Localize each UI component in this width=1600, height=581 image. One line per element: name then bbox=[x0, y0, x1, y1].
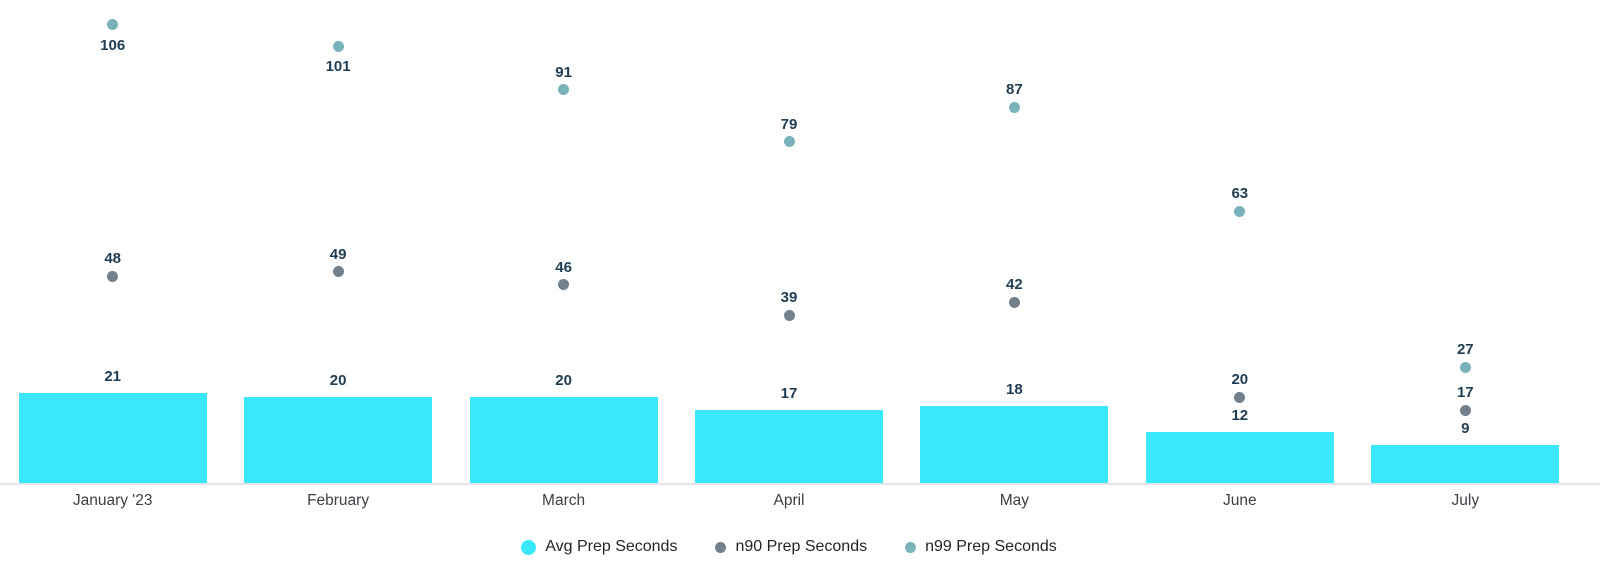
n90-dot[interactable] bbox=[332, 266, 344, 278]
n99-dot[interactable] bbox=[1459, 361, 1471, 373]
legend-marker-icon bbox=[715, 541, 727, 553]
n99-value-label: 79 bbox=[780, 115, 798, 133]
n99-value-label: 87 bbox=[1006, 81, 1023, 98]
x-axis-label: May bbox=[999, 492, 1030, 509]
n90-value-label: 17 bbox=[1456, 384, 1474, 402]
n90-value-label: 49 bbox=[329, 245, 347, 263]
n90-value-label: 20 bbox=[1231, 371, 1249, 389]
n90-dot[interactable] bbox=[1008, 296, 1020, 308]
x-axis-label: June bbox=[1222, 492, 1257, 509]
legend-label: Avg Prep Seconds bbox=[545, 538, 678, 555]
x-axis-line bbox=[0, 483, 1600, 485]
legend: Avg Prep Seconds n90 Prep Seconds n99 Prep… bbox=[0, 533, 1578, 561]
n90-value-label: 42 bbox=[1006, 276, 1023, 293]
n99-value-label: 27 bbox=[1456, 341, 1474, 358]
n99-dot[interactable] bbox=[107, 19, 119, 31]
bar-value-label: 9 bbox=[1461, 420, 1470, 437]
plot-area: 21 48 106 20 49 101 20 46 91 17 39 79 18 42 87 12 20 63 9 1… bbox=[18, 19, 1560, 484]
bar-value-label: 18 bbox=[1006, 381, 1023, 398]
avg-prep-bar[interactable] bbox=[1371, 445, 1560, 484]
n99-value-label: 101 bbox=[325, 58, 351, 76]
legend-item[interactable]: Avg Prep Seconds bbox=[521, 538, 677, 556]
n90-dot[interactable] bbox=[1459, 404, 1471, 416]
bar-value-label: 20 bbox=[555, 372, 572, 390]
avg-prep-bar[interactable] bbox=[244, 397, 433, 484]
bar-value-label: 21 bbox=[104, 368, 122, 385]
bar-value-label: 17 bbox=[780, 385, 798, 403]
n90-value-label: 39 bbox=[780, 289, 798, 306]
n90-value-label: 48 bbox=[104, 250, 122, 267]
bar-value-label: 20 bbox=[329, 372, 347, 390]
avg-prep-bar[interactable] bbox=[695, 410, 883, 484]
x-axis-label: April bbox=[773, 492, 805, 509]
x-axis-labels: January '23 February March April May June July bbox=[0, 489, 1578, 513]
legend-label: n99 Prep Seconds bbox=[925, 538, 1057, 555]
n90-value-label: 46 bbox=[555, 258, 572, 276]
n99-dot[interactable] bbox=[332, 40, 344, 52]
legend-item[interactable]: n99 Prep Seconds bbox=[905, 538, 1057, 556]
n99-value-label: 106 bbox=[100, 36, 126, 54]
avg-prep-bar[interactable] bbox=[469, 397, 658, 484]
n99-value-label: 91 bbox=[555, 63, 572, 81]
n90-dot[interactable] bbox=[783, 309, 795, 321]
x-axis-label: January '23 bbox=[72, 492, 153, 509]
n99-dot[interactable] bbox=[1234, 205, 1246, 217]
n90-dot[interactable] bbox=[1234, 391, 1246, 403]
bar-value-label: 12 bbox=[1231, 407, 1249, 424]
n99-value-label: 63 bbox=[1231, 185, 1249, 202]
x-axis-label: July bbox=[1451, 492, 1480, 509]
n90-dot[interactable] bbox=[107, 270, 119, 282]
x-axis-label: February bbox=[307, 492, 370, 509]
legend-marker-icon bbox=[905, 541, 917, 553]
avg-prep-bar[interactable] bbox=[18, 393, 207, 484]
legend-label: n90 Prep Seconds bbox=[735, 538, 868, 555]
avg-prep-bar[interactable] bbox=[1145, 432, 1334, 484]
n90-dot[interactable] bbox=[558, 279, 570, 291]
x-axis-label: March bbox=[542, 492, 586, 509]
n99-dot[interactable] bbox=[558, 84, 570, 96]
legend-marker-icon bbox=[521, 539, 537, 555]
avg-prep-bar[interactable] bbox=[920, 406, 1109, 484]
n99-dot[interactable] bbox=[1008, 101, 1020, 113]
n99-dot[interactable] bbox=[783, 136, 795, 148]
legend-item[interactable]: n90 Prep Seconds bbox=[715, 538, 867, 556]
